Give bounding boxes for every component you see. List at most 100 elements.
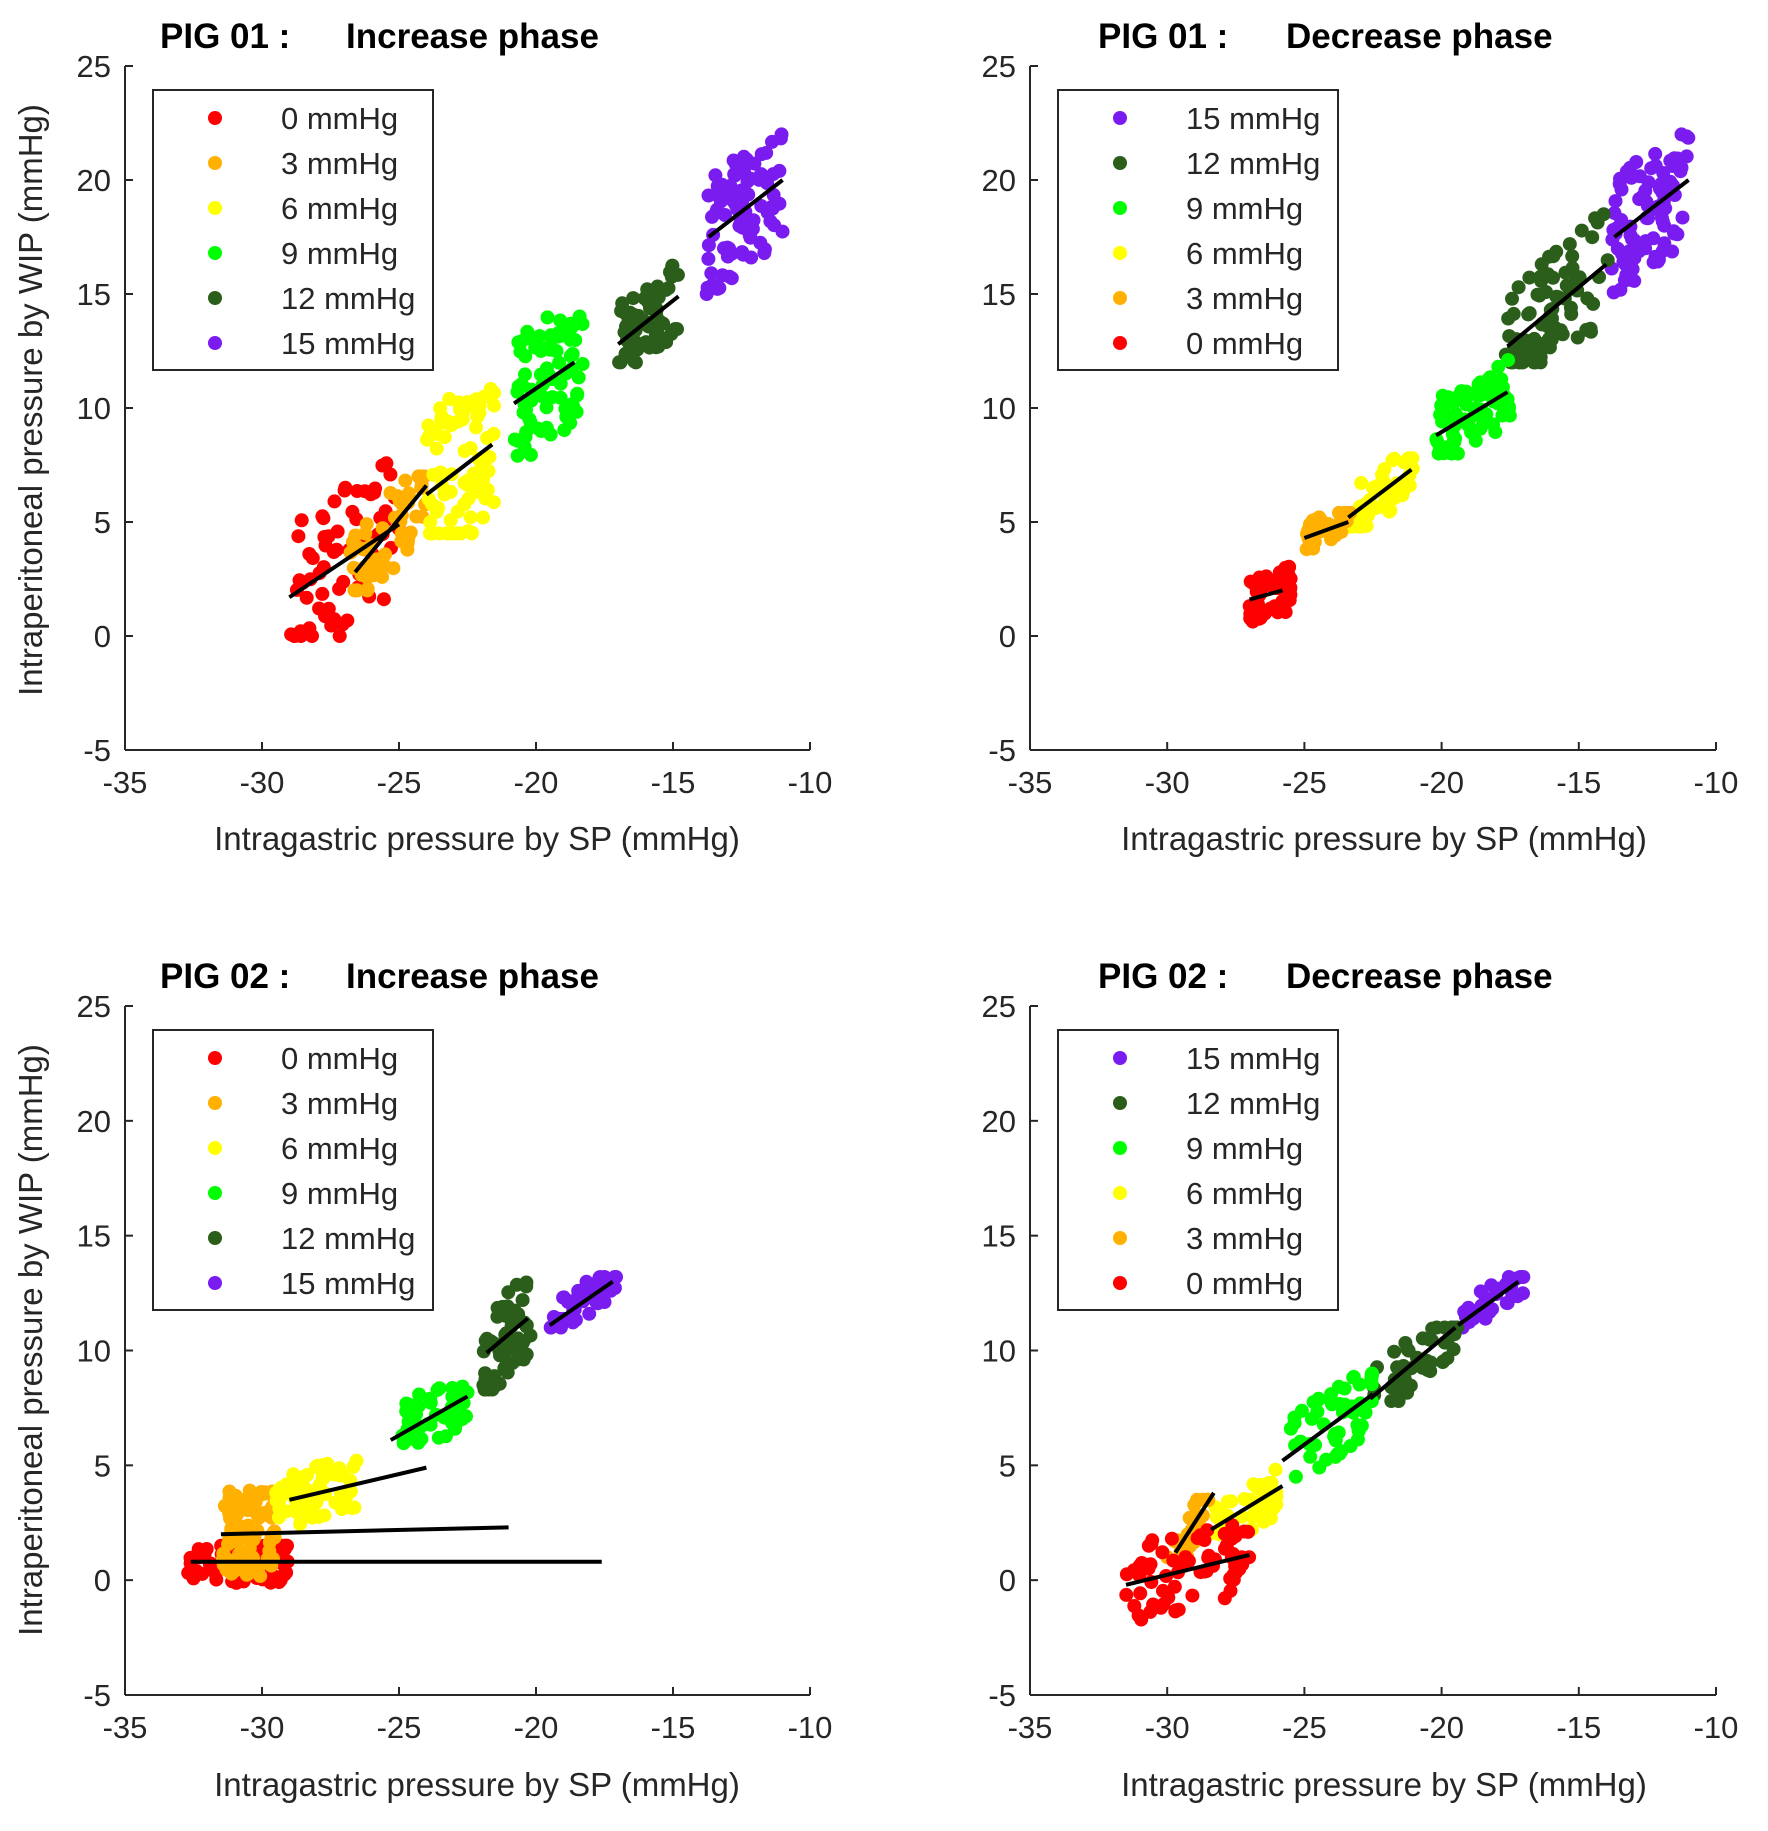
x-tick-label: -35 [1008, 765, 1053, 800]
legend-marker [1113, 336, 1127, 350]
data-point [225, 1520, 240, 1535]
panel-title-phase: Decrease phase [1286, 17, 1553, 56]
data-point [463, 510, 478, 525]
data-point [1451, 389, 1466, 404]
data-point [241, 1518, 256, 1533]
data-point [1359, 518, 1374, 533]
y-tick-label: 15 [982, 277, 1016, 312]
data-point [487, 386, 501, 400]
x-tick-label: -35 [103, 765, 148, 800]
y-tick-label: 20 [77, 163, 111, 198]
data-point [1681, 130, 1696, 145]
data-point [423, 1395, 438, 1410]
data-point [432, 1381, 447, 1396]
legend-marker [208, 1186, 222, 1200]
data-point [763, 214, 778, 229]
data-point [300, 1468, 315, 1482]
data-point [279, 1477, 294, 1492]
data-point [1197, 1533, 1212, 1548]
data-point [570, 388, 585, 403]
legend-label: 15 mmHg [1186, 1041, 1320, 1076]
data-point [441, 526, 456, 541]
data-point [383, 486, 398, 500]
data-point [1283, 1421, 1298, 1436]
panel-title-subject: PIG 02 : [160, 957, 290, 996]
series-12-mmhg [612, 258, 685, 370]
data-point [1564, 307, 1579, 321]
x-tick-label: -35 [103, 1710, 148, 1745]
x-tick-label: -20 [514, 765, 559, 800]
data-point [480, 1334, 495, 1349]
data-point [470, 409, 485, 424]
data-point [701, 188, 716, 203]
legend-marker [208, 1276, 222, 1290]
data-point [1615, 246, 1629, 261]
data-point [443, 484, 458, 499]
panel-title-phase: Increase phase [346, 957, 599, 996]
fit-line [1506, 262, 1608, 348]
data-point [1287, 1410, 1302, 1425]
data-point [425, 497, 440, 512]
data-point [437, 415, 452, 430]
x-tick-label: -10 [1694, 1710, 1739, 1745]
legend-label: 3 mmHg [1186, 281, 1303, 316]
data-point [411, 469, 426, 484]
series-0-mmhg [1119, 1518, 1257, 1627]
x-tick-label: -15 [651, 765, 696, 800]
data-point [511, 379, 526, 394]
y-tick-label: 25 [77, 989, 111, 1024]
fit-line [1125, 1552, 1250, 1587]
data-point [1499, 1296, 1514, 1310]
data-point [1354, 1418, 1369, 1433]
data-point [403, 525, 418, 540]
legend-label: 9 mmHg [1186, 191, 1303, 226]
data-point [349, 1453, 364, 1468]
data-point [1324, 532, 1339, 547]
x-tick-label: -15 [651, 1710, 696, 1745]
x-tick-label: -10 [788, 1710, 833, 1745]
fit-line [707, 178, 784, 239]
legend-label: 6 mmHg [281, 1131, 398, 1166]
data-point [464, 526, 479, 541]
data-point [1646, 231, 1661, 246]
data-point [565, 1315, 580, 1330]
data-point [722, 269, 737, 284]
y-tick-label: 5 [999, 1448, 1016, 1483]
data-point [469, 420, 483, 435]
data-point [773, 131, 788, 146]
legend-label: 0 mmHg [1186, 1266, 1303, 1301]
data-point [277, 1542, 292, 1557]
fit-line [1210, 1484, 1284, 1532]
x-axis-label: Intragastric pressure by SP (mmHg) [1121, 1766, 1647, 1803]
data-point [1473, 388, 1488, 403]
data-point [1387, 451, 1402, 466]
data-point [457, 444, 472, 458]
legend-marker [1113, 1141, 1127, 1155]
fit-line [220, 1525, 509, 1537]
y-tick-label: -5 [83, 1678, 111, 1713]
data-point [1574, 223, 1589, 238]
data-point [394, 534, 409, 549]
data-point [1675, 210, 1690, 225]
data-point [1579, 322, 1594, 337]
data-point [455, 1412, 470, 1426]
series-9-mmhg [507, 309, 590, 463]
data-point [1541, 267, 1556, 282]
data-point [651, 339, 666, 354]
data-point [1648, 146, 1663, 161]
data-point [1471, 377, 1486, 392]
data-point [1288, 1469, 1303, 1484]
data-point [1383, 503, 1398, 518]
data-point [1513, 343, 1528, 358]
data-point [1625, 262, 1640, 277]
data-point [1346, 1369, 1361, 1384]
data-point [1473, 1284, 1488, 1299]
y-tick-label: 0 [999, 619, 1016, 654]
data-point [517, 439, 532, 454]
data-point [1420, 1353, 1434, 1368]
data-point [1217, 1591, 1232, 1606]
data-point [540, 310, 555, 325]
x-tick-label: -25 [377, 1710, 422, 1745]
legend-label: 3 mmHg [281, 146, 398, 181]
